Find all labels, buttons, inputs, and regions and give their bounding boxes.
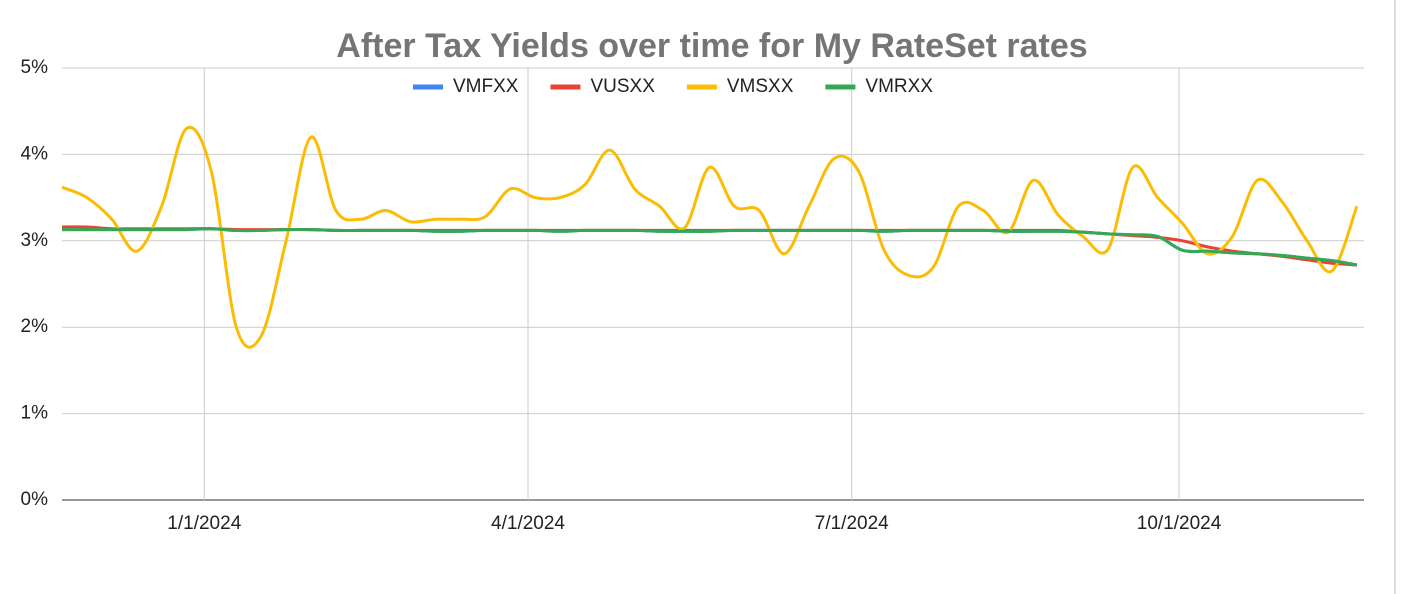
y-tick-label: 1% <box>21 403 49 424</box>
legend-label: VMSXX <box>727 76 794 97</box>
x-tick-label: 7/1/2024 <box>815 513 889 534</box>
y-tick-label: 5% <box>21 57 49 78</box>
legend-label: VMRXX <box>865 76 933 97</box>
legend-label: VMFXX <box>453 76 519 97</box>
x-tick-label: 4/1/2024 <box>491 513 565 534</box>
chart-title: After Tax Yields over time for My RateSe… <box>336 27 1087 65</box>
x-tick-label: 10/1/2024 <box>1137 513 1222 534</box>
series-line <box>61 125 1359 349</box>
y-tick-label: 3% <box>21 230 49 251</box>
y-tick-label: 4% <box>21 143 49 164</box>
series-line <box>62 227 1358 267</box>
y-tick-label: 0% <box>21 489 49 510</box>
y-tick-label: 2% <box>21 316 49 337</box>
legend-label: VUSXX <box>590 76 655 97</box>
x-tick-label: 1/1/2024 <box>167 513 241 534</box>
